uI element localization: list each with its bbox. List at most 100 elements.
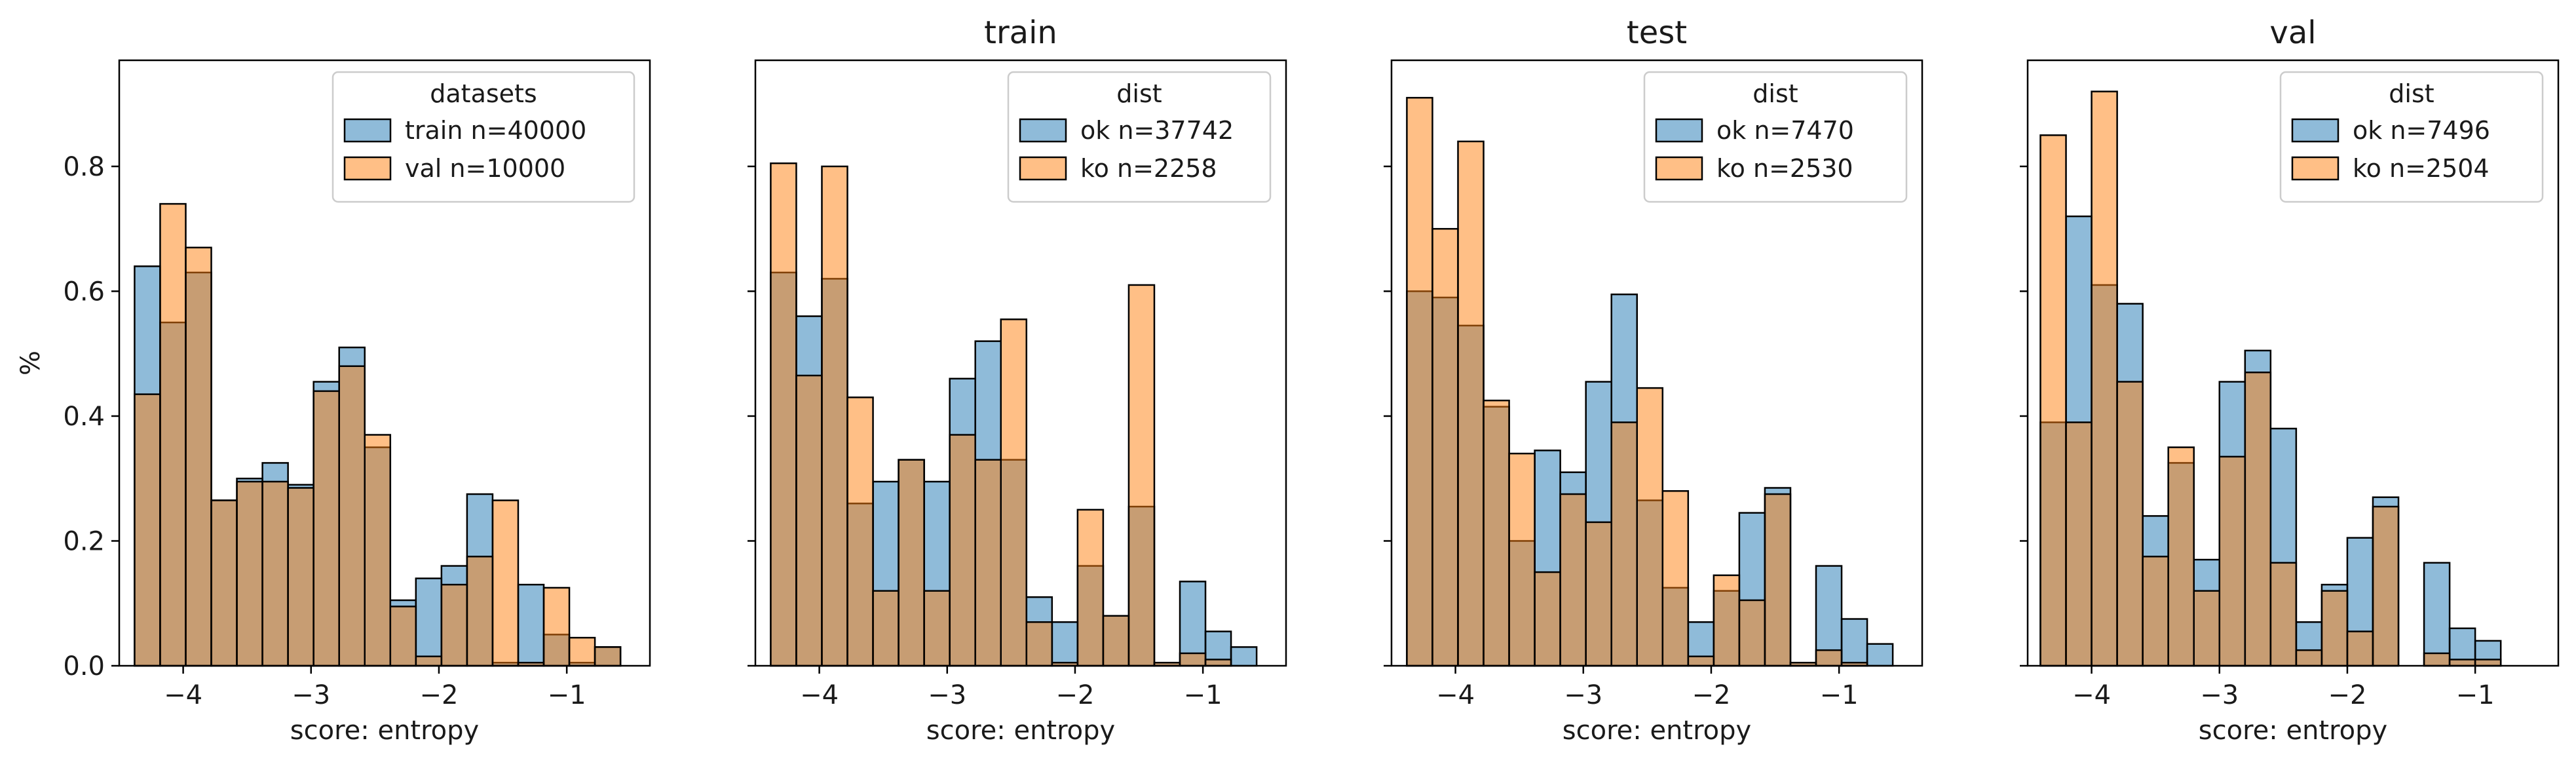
histogram-bar xyxy=(2320,590,2349,667)
legend-title: dist xyxy=(1116,79,1162,108)
histogram-bar xyxy=(2116,381,2144,667)
axes-frame xyxy=(118,59,651,667)
y-axis-label: % xyxy=(16,351,46,375)
histogram-bar xyxy=(1738,599,1766,667)
x-tick-label: −2 xyxy=(2328,680,2366,710)
legend-label: ok n=7470 xyxy=(1716,116,1854,145)
axes-frame xyxy=(2026,59,2560,667)
histogram-bar xyxy=(1179,652,1207,667)
y-tick-label: 0.6 xyxy=(63,277,105,307)
subplot-datasets: −4 −3 −2 −1 0.0 0.2 0.4 0.6 0.8 score: entropy% da… xyxy=(16,59,651,746)
x-tick-label: −3 xyxy=(292,680,330,710)
histogram-bar xyxy=(2372,505,2400,667)
histogram-bar xyxy=(313,390,340,667)
histogram-bar xyxy=(1815,649,1843,667)
legend-swatch xyxy=(2291,156,2339,181)
histogram-bar xyxy=(1585,521,1612,667)
x-axis-label: score: entropy xyxy=(926,716,1115,746)
histogram-bar xyxy=(1559,493,1587,667)
histogram-bar xyxy=(466,556,494,667)
x-axis-label: score: entropy xyxy=(2199,716,2387,746)
histogram-bar xyxy=(923,590,951,667)
histogram-bar xyxy=(1687,655,1715,667)
histogram-bar xyxy=(821,165,848,667)
legend-box xyxy=(1007,71,1272,203)
x-tick-label: −4 xyxy=(164,680,202,710)
histogram-bar xyxy=(2448,659,2476,667)
subplot-title: val xyxy=(2269,14,2316,51)
legend-swatch xyxy=(343,156,392,181)
histogram-bar xyxy=(415,655,443,667)
histogram-bar xyxy=(364,434,392,667)
legend-title: dist xyxy=(2389,79,2434,108)
histogram-bar xyxy=(1815,565,1843,667)
histogram-bar xyxy=(261,480,289,667)
histogram-bar xyxy=(2065,421,2093,667)
histogram-bar xyxy=(1483,399,1510,667)
histogram-bar xyxy=(287,487,314,667)
y-tick-label: 0.0 xyxy=(63,651,105,682)
legend-label: ok n=7496 xyxy=(2353,116,2490,145)
histogram-bar xyxy=(1636,387,1664,667)
legend-box xyxy=(331,71,635,203)
histogram-bar xyxy=(1534,571,1561,667)
x-tick-label: −1 xyxy=(548,680,586,710)
legend-label: ko n=2530 xyxy=(1716,154,1853,183)
histogram-bar xyxy=(1230,646,1258,667)
legend-label: ko n=2258 xyxy=(1080,154,1217,183)
x-tick-label: −2 xyxy=(1692,680,1730,710)
legend: dist ok n=7496 ko n=2504 xyxy=(2279,71,2544,203)
histogram-bar xyxy=(2244,372,2272,667)
histogram-bar xyxy=(2423,652,2451,667)
legend-box xyxy=(2279,71,2544,203)
histogram-bar xyxy=(236,480,263,667)
histogram-bar xyxy=(898,459,925,667)
histogram-bar xyxy=(389,605,417,667)
histogram-bar xyxy=(1000,318,1028,667)
histogram-bar xyxy=(1076,509,1105,667)
histogram-bar xyxy=(1406,96,1433,667)
x-tick-label: −1 xyxy=(1184,680,1222,710)
legend-box xyxy=(1643,71,1908,203)
legend-swatch xyxy=(1655,156,1703,181)
histogram-bar xyxy=(2423,562,2451,667)
histogram-bar xyxy=(1025,621,1053,667)
subplot-title: train xyxy=(984,14,1057,51)
histogram-bar xyxy=(1610,421,1638,667)
subplot-title: test xyxy=(1627,14,1687,51)
legend: dist ok n=7470 ko n=2530 xyxy=(1643,71,1908,203)
subplot-test: −4 −3 −2 −1 score: entropy test dist ok n=7470 k… xyxy=(1384,14,1923,746)
histogram-bar xyxy=(1127,284,1156,667)
histogram-bar xyxy=(134,393,161,667)
y-tick-label: 0.2 xyxy=(63,526,105,556)
histogram-bar xyxy=(2346,630,2374,667)
x-tick-label: −1 xyxy=(1820,680,1859,710)
histogram-bar xyxy=(2142,556,2169,667)
histogram-bar xyxy=(1457,140,1485,667)
x-tick-label: −4 xyxy=(800,680,839,710)
x-tick-label: −3 xyxy=(2200,680,2239,710)
x-axis-label: score: entropy xyxy=(1563,716,1751,746)
x-tick-label: −2 xyxy=(419,680,458,710)
histogram-bar xyxy=(2295,649,2323,667)
histogram-bar xyxy=(1713,574,1741,667)
histogram-bar xyxy=(846,396,874,667)
x-axis-label: score: entropy xyxy=(290,716,479,746)
histogram-bar xyxy=(1179,581,1207,667)
legend-swatch xyxy=(1019,156,1067,181)
axes-frame xyxy=(754,59,1287,667)
histogram-bar xyxy=(440,583,468,667)
histogram-bar xyxy=(2474,659,2502,667)
histogram-bar xyxy=(210,499,238,667)
legend-swatch xyxy=(1655,118,1703,143)
legend-swatch xyxy=(1019,118,1067,143)
histogram-bar xyxy=(517,583,545,667)
histogram-bar xyxy=(415,577,443,667)
histogram-bar xyxy=(568,636,596,667)
histogram-bar xyxy=(2039,134,2067,667)
histogram-bar xyxy=(795,374,823,667)
legend-title: dist xyxy=(1752,79,1798,108)
histogram-bar xyxy=(1204,659,1232,667)
histogram-bar xyxy=(2269,562,2298,667)
legend-label: train n=40000 xyxy=(405,116,586,145)
